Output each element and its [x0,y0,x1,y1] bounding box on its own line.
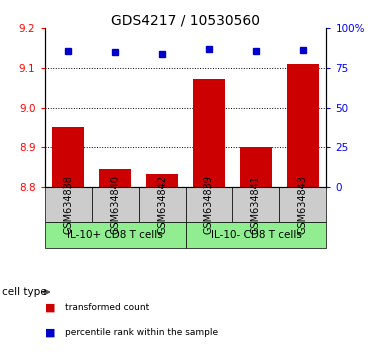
Text: IL-10- CD8 T cells: IL-10- CD8 T cells [211,230,301,240]
Bar [186,187,233,222]
Text: IL-10+ CD8 T cells: IL-10+ CD8 T cells [67,230,163,240]
Text: GSM634841: GSM634841 [251,175,261,234]
Bar [45,222,186,248]
Bar [52,127,85,187]
Text: percentile rank within the sample: percentile rank within the sample [65,328,218,337]
Bar [138,187,186,222]
Text: cell type: cell type [2,287,46,297]
Title: GDS4217 / 10530560: GDS4217 / 10530560 [111,13,260,27]
Text: ■: ■ [45,303,55,313]
Bar [92,187,138,222]
Bar [286,64,319,187]
Text: ■: ■ [45,328,55,338]
Bar [145,174,178,187]
Text: transformed count: transformed count [65,303,149,313]
Text: GSM634842: GSM634842 [157,175,167,234]
Bar [186,222,326,248]
Text: GSM634843: GSM634843 [298,175,308,234]
Text: GSM634838: GSM634838 [63,175,73,234]
Bar [233,187,279,222]
Bar [193,79,226,187]
Bar [99,169,131,187]
Bar [240,147,272,187]
Text: GSM634839: GSM634839 [204,175,214,234]
Bar [279,187,326,222]
Bar [45,187,92,222]
Text: GSM634840: GSM634840 [110,175,120,234]
